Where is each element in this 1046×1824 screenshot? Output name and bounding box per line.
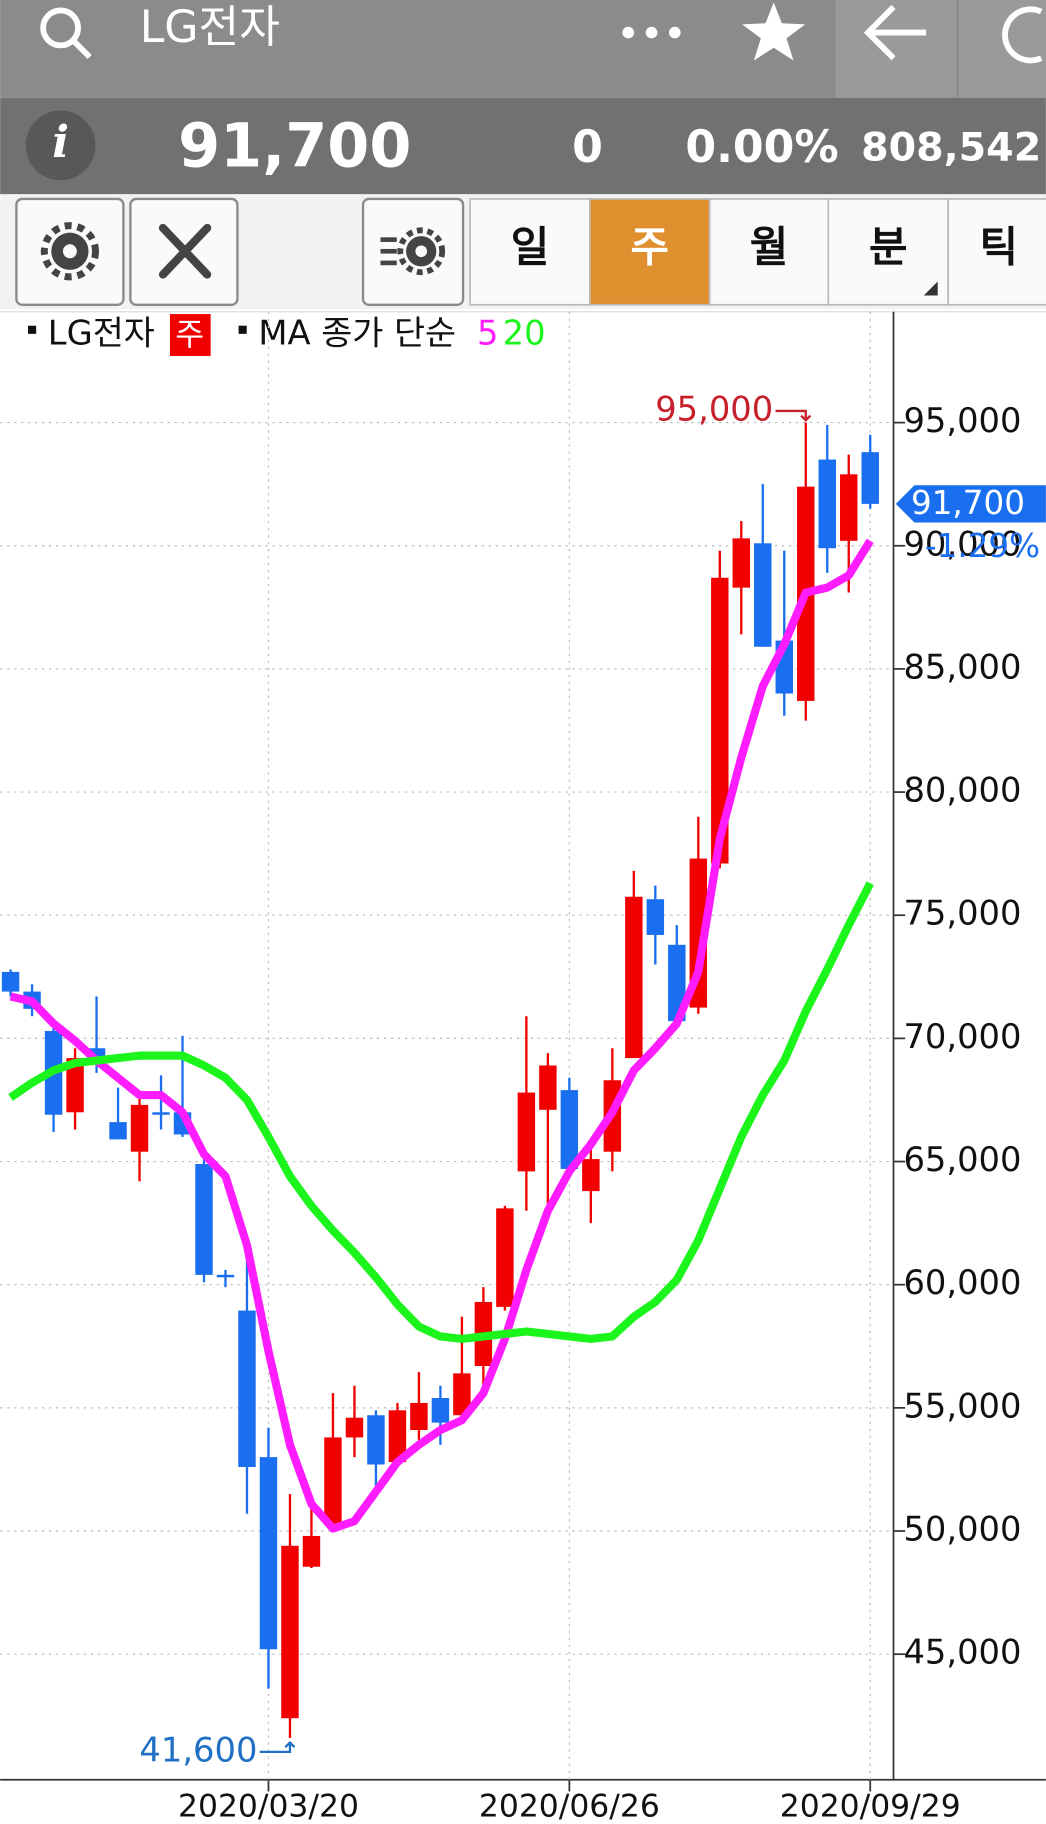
back-icon[interactable] bbox=[863, 4, 927, 61]
candle-body bbox=[302, 1535, 321, 1567]
dropdown-mark bbox=[923, 281, 938, 296]
candle-body bbox=[818, 459, 836, 549]
candle-body bbox=[517, 1092, 536, 1172]
annotation-arrow bbox=[259, 1740, 296, 1754]
price-annotation: 41,600 bbox=[139, 1730, 257, 1769]
price-annotation: 95,000 bbox=[655, 389, 773, 428]
price: 91,700 bbox=[178, 112, 411, 182]
candle-body bbox=[539, 1065, 557, 1110]
search-icon[interactable] bbox=[40, 7, 92, 60]
legend-series: 5 bbox=[477, 314, 498, 353]
change: 0 bbox=[572, 122, 603, 173]
period-tab[interactable] bbox=[469, 198, 591, 306]
y-tick-label: 90,000 bbox=[903, 524, 1021, 563]
legend-series: 20 bbox=[503, 314, 546, 353]
y-tick-label: 55,000 bbox=[903, 1386, 1021, 1425]
legend-period-box bbox=[169, 314, 211, 356]
last-change-label: -1.29% bbox=[925, 527, 1040, 565]
more-icon[interactable] bbox=[622, 26, 681, 39]
candle-body bbox=[668, 944, 686, 1022]
period-tab-label: 틱 bbox=[980, 223, 1019, 272]
star-icon[interactable] bbox=[742, 2, 806, 61]
candle-body bbox=[754, 543, 772, 647]
y-tick-label: 70,000 bbox=[903, 1017, 1021, 1056]
y-tick-label: 85,000 bbox=[903, 647, 1021, 686]
candle-body bbox=[1, 971, 20, 992]
y-tick-label: 60,000 bbox=[903, 1263, 1021, 1302]
list-gear-icon bbox=[380, 227, 446, 276]
legend-stock: LG전자 bbox=[48, 314, 155, 353]
y-tick-label: 75,000 bbox=[903, 894, 1021, 933]
candle-body bbox=[410, 1402, 428, 1431]
chart-area bbox=[0, 309, 1046, 1824]
candle-body bbox=[238, 1310, 256, 1467]
candle-body bbox=[345, 1417, 364, 1438]
change-pct: 0.00% bbox=[685, 122, 838, 173]
y-tick-label: 45,000 bbox=[903, 1633, 1021, 1672]
legend-marker bbox=[28, 325, 37, 334]
period-tab[interactable] bbox=[947, 198, 1046, 306]
x-tick-label: 2020/06/26 bbox=[479, 1789, 660, 1824]
candle-body bbox=[711, 577, 729, 864]
period-tab-label: 월 bbox=[750, 223, 789, 272]
period-tab[interactable] bbox=[708, 198, 830, 306]
y-tick-label: 80,000 bbox=[903, 771, 1021, 810]
gear-icon bbox=[40, 222, 99, 281]
info-button[interactable] bbox=[25, 110, 96, 181]
stock-name: LG전자 bbox=[140, 2, 280, 53]
x-tick-label: 2020/09/29 bbox=[780, 1789, 961, 1824]
annotation-arrow bbox=[775, 409, 812, 422]
candle-body bbox=[152, 1112, 170, 1115]
candle-body bbox=[646, 899, 665, 935]
legend-ma: MA 종가 단순 bbox=[258, 314, 456, 353]
candle-body bbox=[582, 1159, 600, 1192]
ma-line bbox=[9, 538, 874, 1533]
legend-period: 주 bbox=[175, 317, 204, 353]
candle-body bbox=[367, 1415, 385, 1465]
last-price-label: 91,700 bbox=[911, 484, 1025, 522]
last-price-tag bbox=[895, 485, 1046, 523]
candle-body bbox=[453, 1373, 471, 1416]
candle-body bbox=[431, 1398, 450, 1423]
period-tab-label: 주 bbox=[631, 223, 670, 272]
x-tick-label: 2020/03/20 bbox=[178, 1789, 359, 1824]
y-tick-label: 65,000 bbox=[903, 1140, 1021, 1179]
legend-marker bbox=[238, 325, 247, 334]
refresh-area[interactable] bbox=[958, 0, 1046, 98]
info-icon: i bbox=[52, 116, 69, 168]
candle-body bbox=[840, 474, 858, 541]
candle-body bbox=[259, 1457, 278, 1650]
candle-body bbox=[66, 1058, 84, 1113]
candle-body bbox=[625, 896, 643, 1059]
back-area[interactable] bbox=[835, 0, 957, 98]
candle-body bbox=[109, 1122, 127, 1140]
candle-body bbox=[732, 538, 751, 588]
period-tab[interactable] bbox=[589, 198, 711, 306]
period-tab-label: 분 bbox=[869, 223, 908, 272]
y-tick-label: 50,000 bbox=[903, 1510, 1021, 1549]
candle-body bbox=[496, 1208, 514, 1307]
candle-body bbox=[388, 1410, 407, 1463]
period-tab[interactable] bbox=[827, 198, 950, 306]
candle-body bbox=[324, 1437, 342, 1524]
candle-body bbox=[861, 452, 879, 504]
candle-body bbox=[216, 1274, 235, 1278]
ma-line bbox=[8, 881, 874, 1343]
volume: 808,542 bbox=[861, 125, 1041, 171]
candle-body bbox=[195, 1164, 213, 1275]
period-tab-label: 일 bbox=[511, 223, 550, 272]
y-tick-label: 95,000 bbox=[903, 401, 1021, 440]
candle-body bbox=[281, 1545, 299, 1719]
price-bar bbox=[0, 97, 1046, 195]
candle-body bbox=[560, 1090, 579, 1169]
candle-body bbox=[130, 1104, 149, 1152]
refresh-icon[interactable] bbox=[1002, 6, 1043, 64]
tools-icon bbox=[158, 223, 212, 279]
